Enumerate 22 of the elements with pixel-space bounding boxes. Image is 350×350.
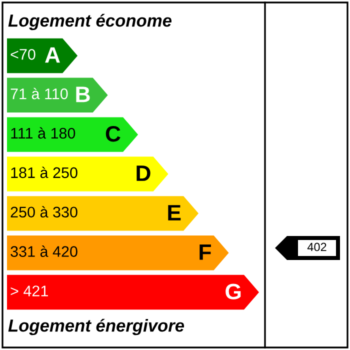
annotation: F bbox=[200, 244, 211, 260]
bar bbox=[7, 196, 199, 231]
bar bbox=[7, 156, 168, 192]
annotation: C bbox=[106, 126, 120, 142]
bar bbox=[7, 274, 259, 310]
y-tick-label: 250 à 330 bbox=[10, 206, 78, 218]
text: 402 bbox=[307, 242, 326, 252]
chart-title: Logement économe bbox=[8, 14, 172, 30]
annotation: E bbox=[168, 205, 181, 220]
annotation: D bbox=[136, 166, 150, 181]
bar bbox=[7, 117, 138, 152]
y-tick-label: 331 à 420 bbox=[10, 246, 78, 257]
y-tick-label: 111 à 180 bbox=[11, 127, 76, 139]
bar bbox=[7, 236, 229, 270]
annotation: A bbox=[45, 47, 60, 63]
y-tick-label: > 421 bbox=[10, 286, 48, 296]
annotation: G bbox=[226, 284, 241, 300]
y-tick-label: 181 à 250 bbox=[11, 166, 78, 178]
annotation: B bbox=[76, 86, 90, 102]
text: Logement énergivore bbox=[8, 318, 184, 336]
y-tick-label: <70 bbox=[10, 48, 36, 60]
y-tick-label: 71 à 110 bbox=[10, 88, 68, 100]
